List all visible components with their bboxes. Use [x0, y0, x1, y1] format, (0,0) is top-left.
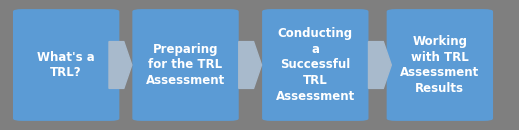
Text: Conducting
a
Successful
TRL
Assessment: Conducting a Successful TRL Assessment: [276, 28, 355, 102]
FancyBboxPatch shape: [132, 9, 239, 121]
FancyBboxPatch shape: [13, 9, 119, 121]
Text: Working
with TRL
Assessment
Results: Working with TRL Assessment Results: [400, 35, 480, 95]
Text: What's a
TRL?: What's a TRL?: [37, 51, 95, 79]
Polygon shape: [368, 42, 391, 88]
Polygon shape: [109, 42, 132, 88]
Text: Preparing
for the TRL
Assessment: Preparing for the TRL Assessment: [146, 43, 225, 87]
Polygon shape: [239, 42, 262, 88]
FancyBboxPatch shape: [262, 9, 368, 121]
FancyBboxPatch shape: [387, 9, 493, 121]
